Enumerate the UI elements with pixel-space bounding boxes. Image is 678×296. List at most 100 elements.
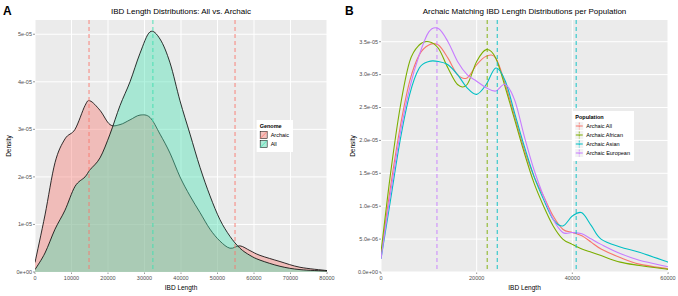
- plot-background: [35, 20, 327, 272]
- x-tick-label: 50000: [210, 275, 225, 281]
- x-tick-label: 70000: [283, 275, 298, 281]
- title: Archaic Matching IBD Length Distribution…: [423, 7, 627, 16]
- mean-line: [235, 20, 236, 272]
- y-tick-label: 5e-05: [18, 31, 32, 37]
- x-tick-label: 40000: [565, 275, 580, 281]
- legend-key-bg: [575, 131, 583, 139]
- legend-label: All: [271, 141, 277, 147]
- grid-line: [254, 20, 255, 272]
- y-tick-label: 1.0e-05: [359, 203, 378, 209]
- legend-label: Archaic Asian: [586, 141, 619, 147]
- x-tick-label: 30000: [137, 275, 152, 281]
- legend: GenomeArchaicAll: [257, 120, 293, 152]
- legend-background: [572, 111, 634, 161]
- density-line: [381, 44, 668, 269]
- legend-key-bg: [575, 149, 583, 157]
- x-tick-label: 60000: [246, 275, 261, 281]
- y-tick-label: 3.0e-05: [359, 71, 378, 77]
- plot-background: [381, 20, 668, 272]
- legend-key: [260, 132, 267, 139]
- x-tick-label: 10000: [64, 275, 79, 281]
- y-tick-label: 0.0e+00: [358, 269, 378, 275]
- figure: 0 10000 20000 30000 40000 50000 60000 70000 8000…: [0, 0, 678, 296]
- tick-mark: [33, 81, 35, 82]
- x-tick-label: 80000: [319, 275, 334, 281]
- tick-mark: [33, 129, 35, 130]
- panel-label: A: [3, 4, 12, 18]
- legend-key-line: [579, 123, 580, 130]
- density-line: [381, 42, 668, 270]
- y-tick-label: 1e-05: [18, 221, 32, 227]
- tick-mark: [33, 34, 35, 35]
- legend-label: Archaic African: [586, 132, 623, 138]
- legend-title: Genome: [260, 123, 282, 129]
- mean-line: [152, 20, 153, 272]
- density-line: [35, 31, 327, 271]
- legend-key-bg: [575, 122, 583, 130]
- y-tick-label: 2.5e-05: [359, 104, 378, 110]
- x-tick-label: 20000: [469, 275, 484, 281]
- tick-mark: [379, 107, 381, 108]
- grid-line: [35, 81, 327, 82]
- tick-mark: [379, 140, 381, 141]
- grid-line: [35, 20, 36, 272]
- x-axis-label: IBD Length: [165, 284, 198, 292]
- y-tick-label: 3e-05: [18, 126, 32, 132]
- legend-key: [260, 141, 267, 148]
- legend-label: Archaic All: [586, 123, 612, 129]
- legend-key-line: [579, 150, 580, 157]
- grid-line: [381, 74, 668, 75]
- legend-key-line: [260, 132, 267, 139]
- tick-mark: [33, 224, 35, 225]
- mean-line: [89, 20, 90, 272]
- legend-label: Archaic European: [586, 150, 630, 156]
- plot-data: [35, 20, 327, 272]
- grid-line: [381, 239, 668, 240]
- legend-key-line: [579, 141, 580, 148]
- area-fill: [35, 31, 327, 272]
- y-tick-label: 1.5e-05: [359, 170, 378, 176]
- y-tick-label: 4e-05: [18, 79, 32, 85]
- mean-line: [436, 20, 437, 272]
- x-tick-label: 0: [379, 275, 382, 281]
- grid-line: [381, 173, 668, 174]
- grid-line: [476, 20, 477, 272]
- grid-line: [381, 20, 382, 272]
- x-tick-label: 20000: [100, 275, 115, 281]
- y-axis-label: Density: [5, 134, 13, 156]
- grid-line: [35, 34, 327, 35]
- tick-mark: [379, 173, 381, 174]
- legend-key-line: [579, 132, 580, 139]
- y-tick-label: 5.0e-06: [359, 236, 378, 242]
- title: IBD Length Distributions: All vs. Archai…: [111, 7, 251, 16]
- x-tick-label: 60000: [660, 275, 675, 281]
- legend-background: [257, 120, 293, 152]
- legend-title: Population: [575, 114, 604, 120]
- legend-key-bg: [575, 140, 583, 148]
- grid-line: [327, 20, 328, 272]
- y-tick-label: 0e+00: [17, 269, 32, 275]
- x-axis-label: IBD Length: [508, 284, 541, 292]
- tick-mark: [379, 41, 381, 42]
- legend: Population Archaic All Archaic African Arch…: [572, 111, 634, 161]
- legend-key-line: [260, 141, 267, 148]
- density-line: [381, 28, 668, 267]
- y-axis-label: Density: [349, 134, 357, 156]
- tick-mark: [379, 74, 381, 75]
- x-tick-label: 40000: [173, 275, 188, 281]
- grid-line: [381, 272, 668, 273]
- legend-key-bg: [260, 140, 268, 148]
- legend-key-bg: [260, 131, 268, 139]
- grid-line: [668, 20, 669, 272]
- tick-mark: [379, 272, 381, 273]
- panel-label: B: [345, 4, 354, 18]
- tick-mark: [33, 176, 35, 177]
- y-tick-label: 2e-05: [18, 174, 32, 180]
- x-tick-label: 0: [33, 275, 36, 281]
- plot-data: [381, 20, 668, 272]
- y-tick-label: 3.5e-05: [359, 39, 378, 45]
- mean-line: [497, 20, 498, 272]
- tick-mark: [33, 272, 35, 273]
- tick-mark: [379, 206, 381, 207]
- grid-line: [381, 107, 668, 108]
